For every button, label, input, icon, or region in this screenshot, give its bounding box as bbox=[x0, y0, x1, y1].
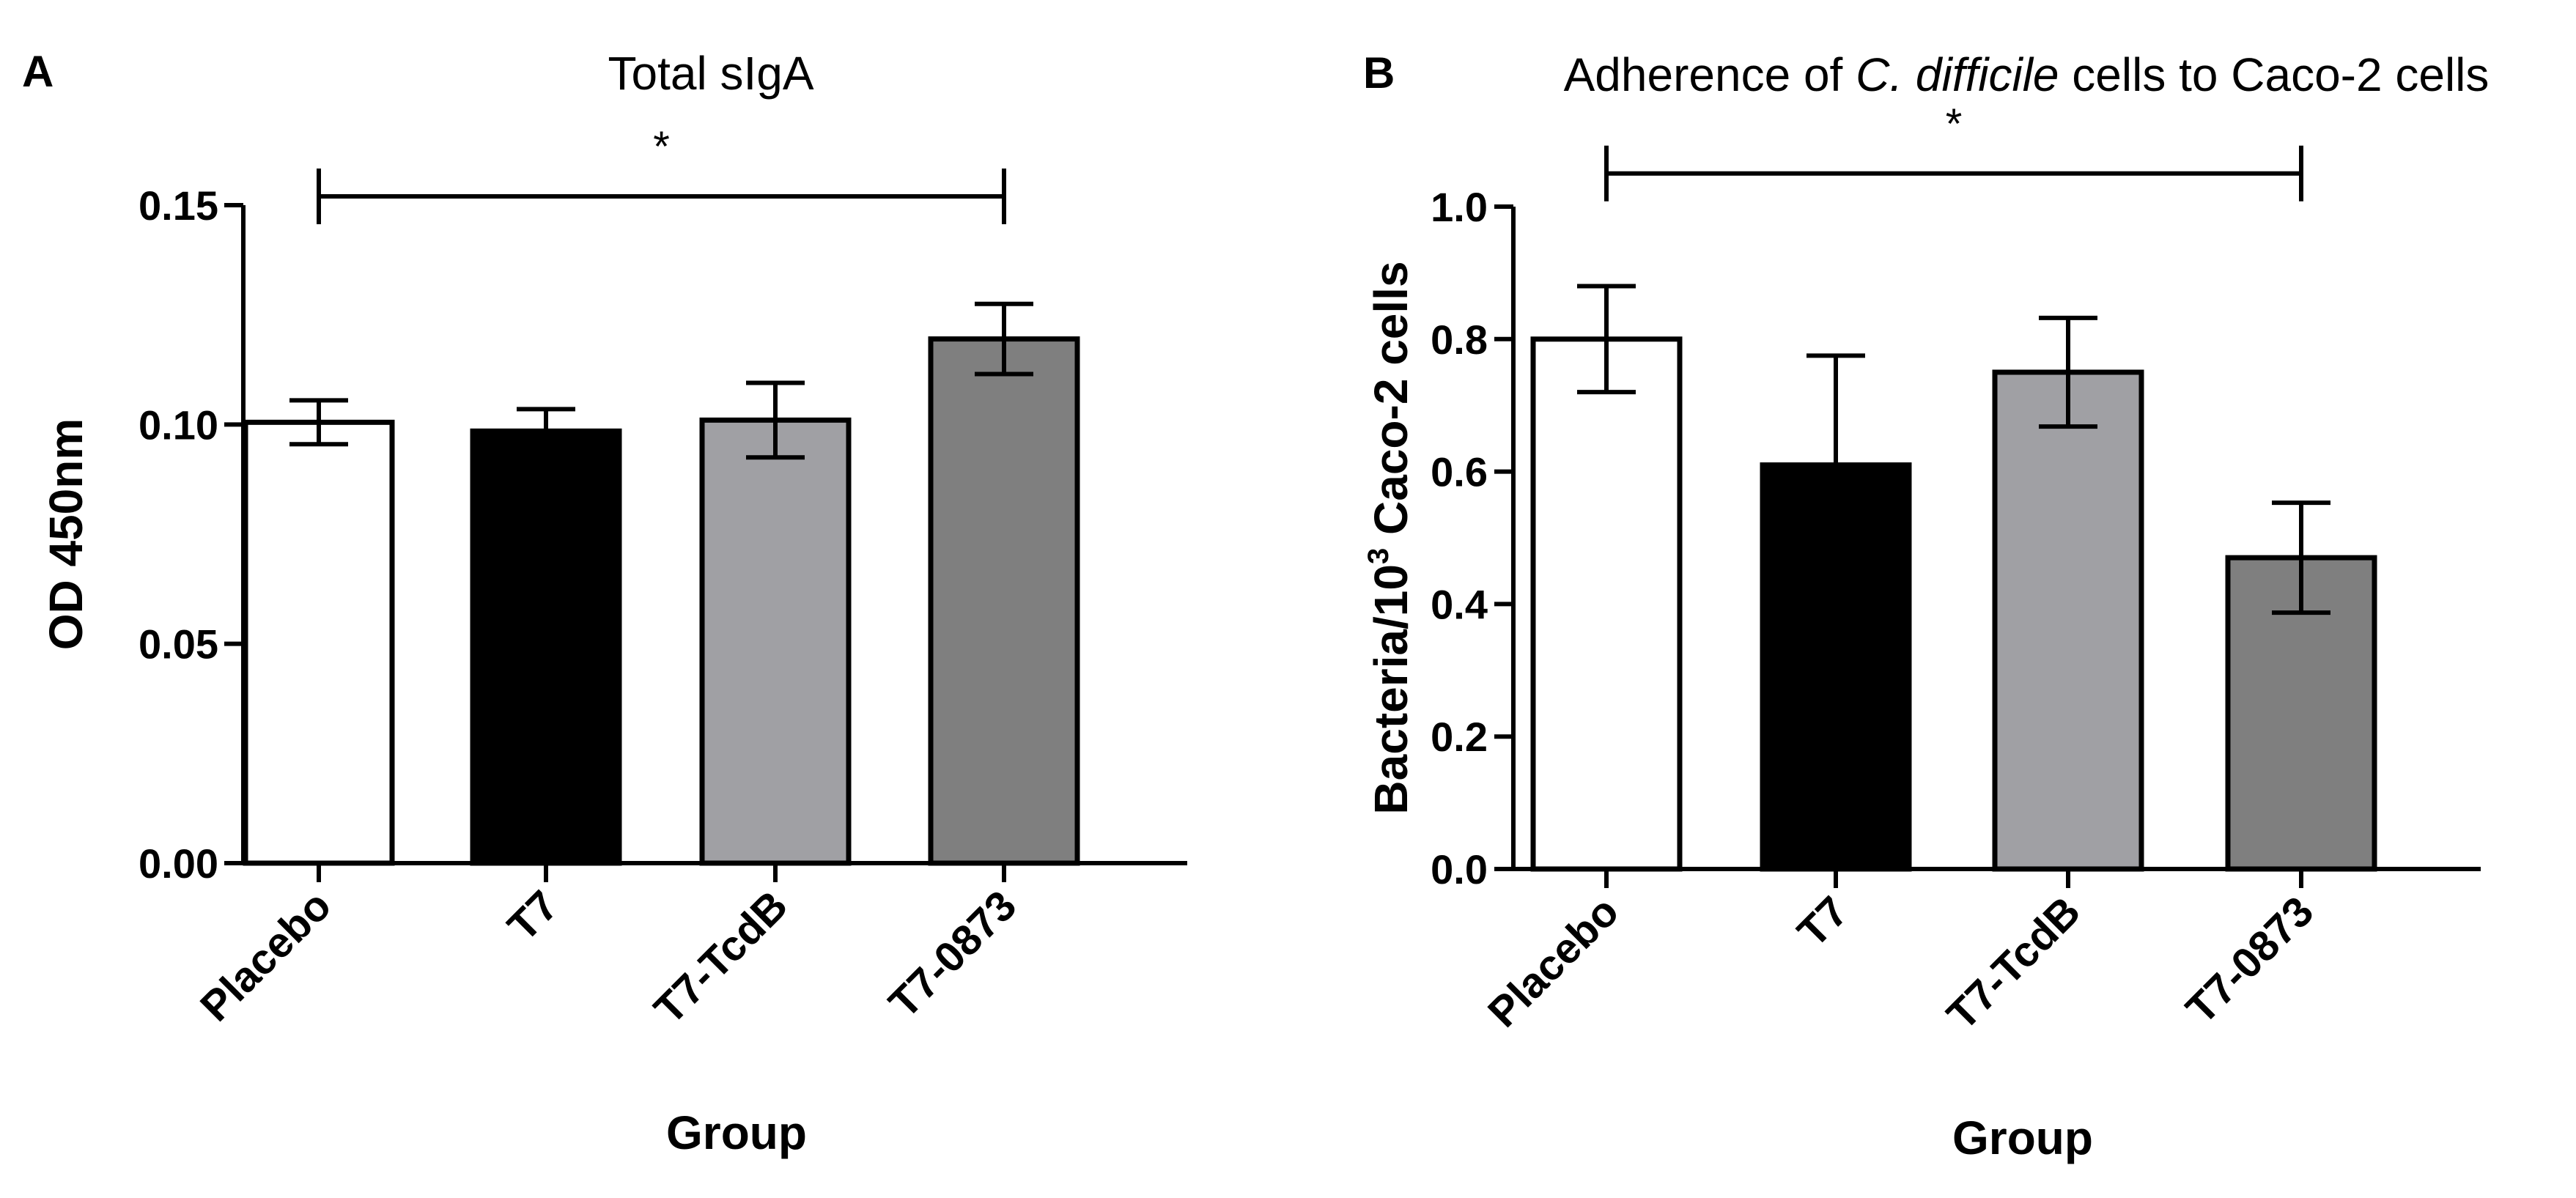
x-tick-label: T7 bbox=[1788, 887, 1857, 956]
title-part: Adherence of bbox=[1564, 48, 1856, 101]
y-axis-label-text: Bacteria/10 bbox=[1365, 564, 1417, 815]
title-part: cells to Caco-2 cells bbox=[2059, 48, 2490, 101]
chart-title: Total sIgA bbox=[608, 47, 813, 100]
bar-placebo bbox=[1530, 336, 1683, 872]
bar-t7-tcdb bbox=[1992, 369, 2144, 872]
x-axis-label: Group bbox=[1952, 1112, 2093, 1164]
y-tick-label: 0.4 bbox=[1431, 581, 1488, 627]
title-part: C. difficile bbox=[1856, 48, 2059, 101]
significance-star: * bbox=[1946, 100, 1963, 148]
x-tick-label: T7-TcdB bbox=[1938, 887, 2089, 1039]
y-tick-label: 1.0 bbox=[1431, 184, 1488, 230]
x-axis-label: Group bbox=[666, 1106, 807, 1159]
y-tick-label: 0.6 bbox=[1431, 449, 1488, 495]
y-tick-label: 0.00 bbox=[139, 840, 218, 887]
y-tick-label: 0.8 bbox=[1431, 317, 1488, 363]
x-tick-label: T7-0873 bbox=[2177, 887, 2322, 1033]
panel-letter: A bbox=[22, 47, 53, 96]
y-axis-label: OD 450nm bbox=[40, 418, 92, 651]
x-tick-label: T7 bbox=[498, 881, 567, 950]
y-tick-label: 0.05 bbox=[139, 621, 218, 668]
y-axis-label: Bacteria/103 Caco-2 cells bbox=[1362, 261, 1417, 814]
y-tick-label: 0.0 bbox=[1431, 846, 1488, 892]
y-tick-label: 0.15 bbox=[139, 182, 218, 229]
bar-t7-tcdb bbox=[699, 417, 852, 866]
y-axis-label-text: OD 450nm bbox=[40, 418, 92, 651]
bar-t7 bbox=[470, 428, 622, 866]
bar-placebo bbox=[243, 419, 395, 866]
x-tick-label: T7-0873 bbox=[879, 881, 1025, 1027]
panel-a-chart: A Total sIgA 0.00 0.05 0.10 0.15 OD 450nm Pla… bbox=[22, 47, 1187, 1159]
y-tick-label: 0.10 bbox=[139, 402, 218, 448]
x-tick-label: Placebo bbox=[191, 881, 340, 1030]
x-tick-label: Placebo bbox=[1479, 887, 1628, 1036]
panel-letter: B bbox=[1363, 48, 1395, 97]
x-tick-label: T7-TcdB bbox=[645, 881, 797, 1033]
bar-t7-0873 bbox=[928, 336, 1080, 866]
y-axis-label-suffix: Caco-2 cells bbox=[1365, 261, 1417, 547]
significance-star: * bbox=[653, 123, 670, 171]
y-axis-label-superscript: 3 bbox=[1362, 548, 1395, 564]
panel-b-chart: B Adherence of C. difficile cells to Cac… bbox=[1362, 48, 2489, 1164]
y-tick-label: 0.2 bbox=[1431, 714, 1488, 760]
chart-title: Adherence of C. difficile cells to Caco-… bbox=[1564, 48, 2490, 101]
